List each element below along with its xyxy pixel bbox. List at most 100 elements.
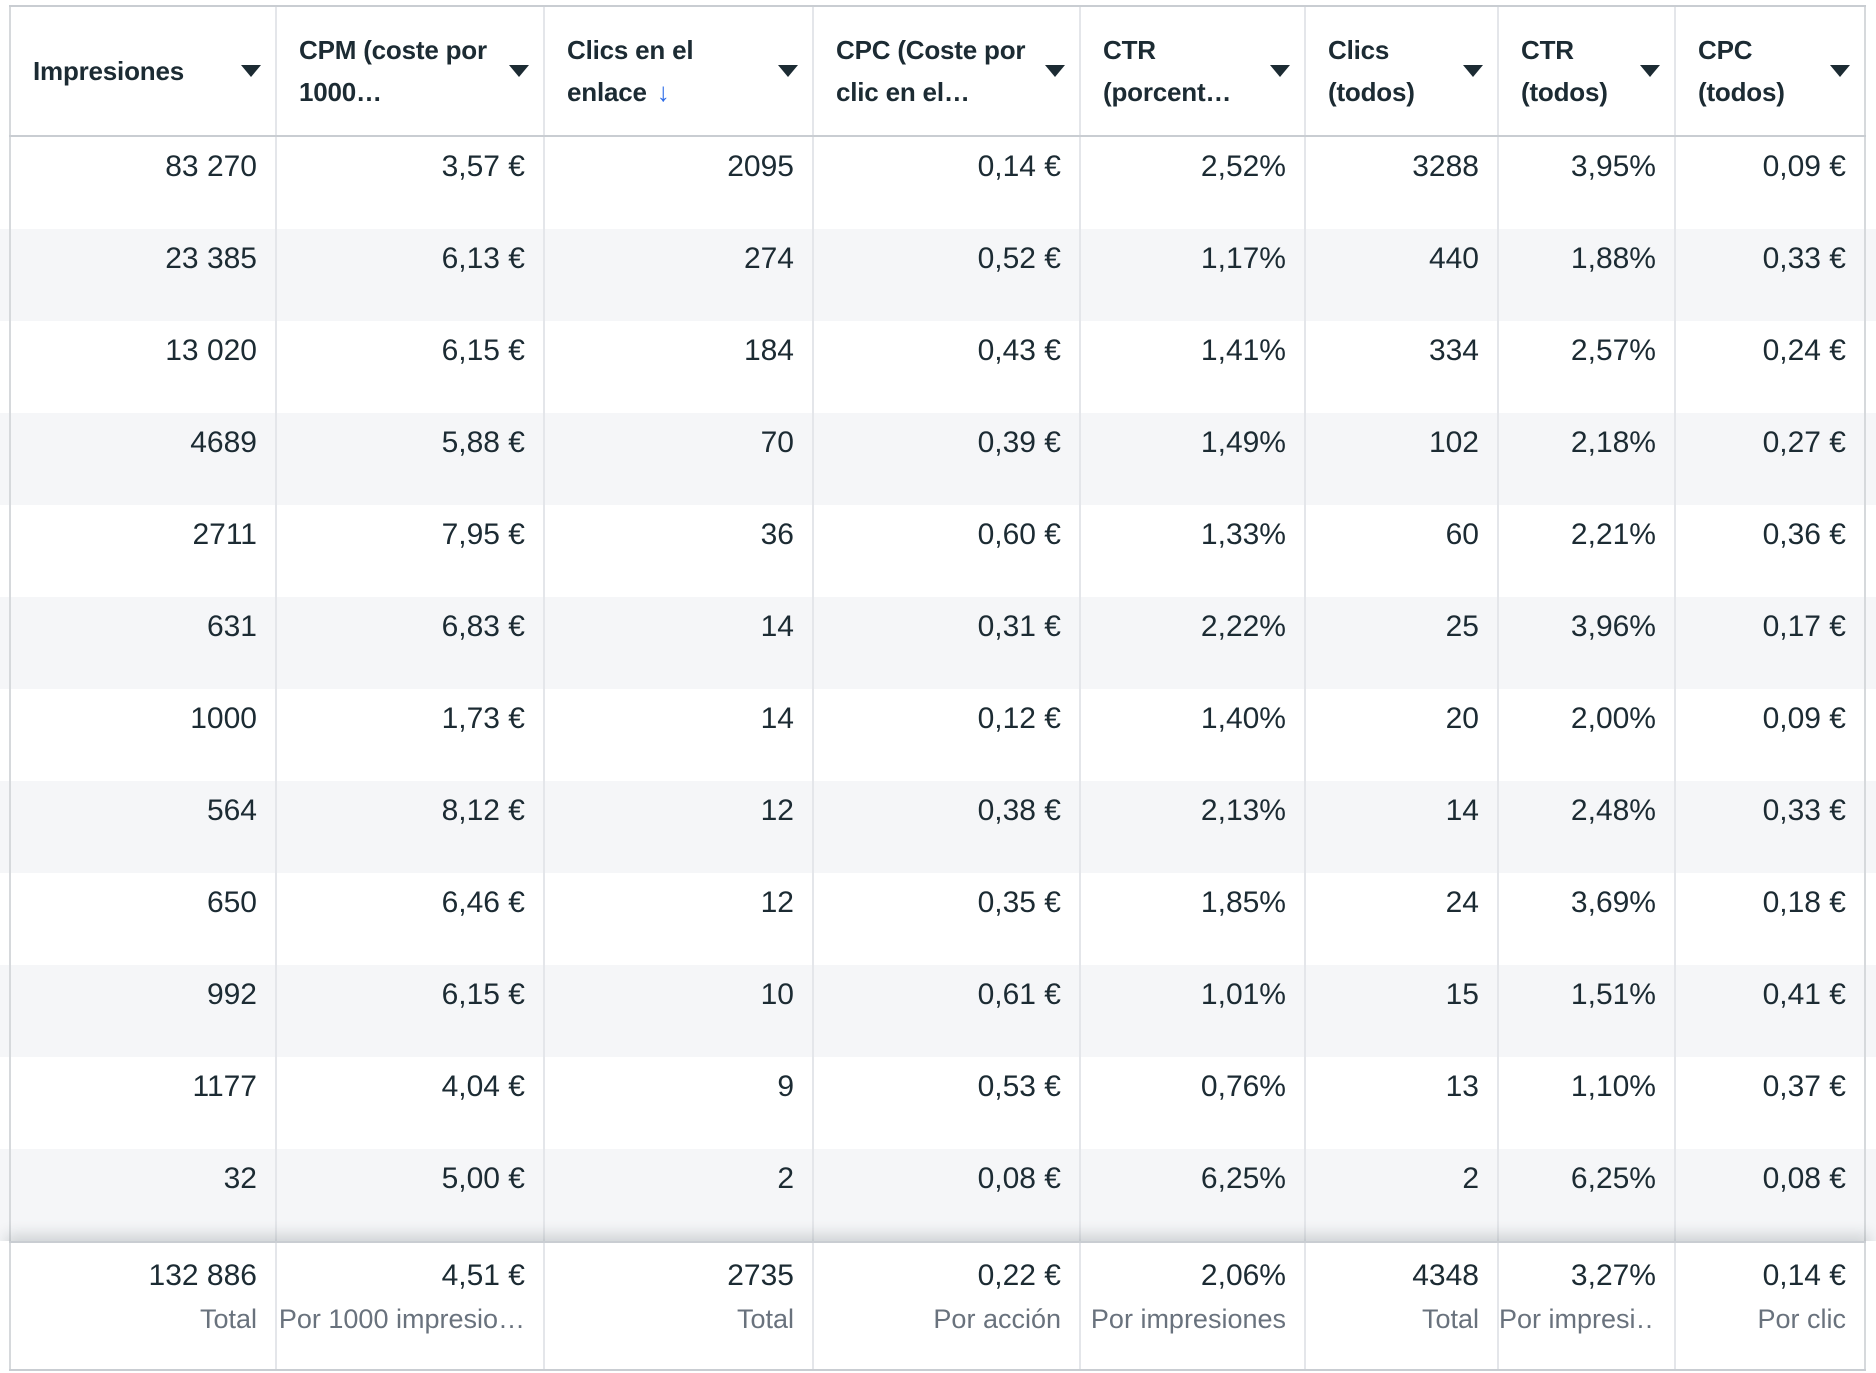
total-value: 0,14 €: [1762, 1259, 1846, 1292]
table-cell-impresiones: 23 385: [9, 229, 277, 321]
row-left-gutter: [0, 321, 9, 413]
table-cell-clics-todos: 440: [1306, 229, 1499, 321]
table-cell-clics-en-el-enlace: 10: [545, 965, 814, 1057]
table-cell-ctr-todos: 6,25%: [1499, 1149, 1676, 1241]
table-cell-cpc: 0,60 €: [814, 505, 1081, 597]
header-left-gutter: [0, 5, 9, 137]
total-value: 2,06%: [1200, 1259, 1286, 1292]
table-row: 23 385 6,13 €274 0,52 €1,17% 440 1,88% 0,33 €: [0, 229, 1876, 321]
row-right-gutter: [1866, 873, 1876, 965]
table-cell-cpc: 0,14 €: [814, 137, 1081, 229]
total-label: Por 1000 impresio…: [278, 1304, 525, 1334]
column-header-ctr[interactable]: CTR (porcent…: [1081, 7, 1306, 135]
chevron-down-icon[interactable]: [1045, 65, 1065, 77]
table-cell-clics-todos: 24: [1306, 873, 1499, 965]
table-cell-ctr-todos: 3,95%: [1499, 137, 1676, 229]
total-value: 132 886: [148, 1259, 257, 1292]
table-cell-ctr: 1,49%: [1081, 413, 1306, 505]
table-cell-cpm: 6,83 €: [277, 597, 545, 689]
table-cell-ctr-todos: 3,69%: [1499, 873, 1676, 965]
column-header-label: CTR (todos): [1521, 35, 1608, 107]
table-cell-cpc-todos: 0,09 €: [1676, 689, 1866, 781]
table-cell-cpc-todos: 0,37 €: [1676, 1057, 1866, 1149]
column-header-label: CTR (porcent…: [1103, 35, 1232, 107]
total-label: Total: [199, 1304, 257, 1334]
chevron-down-icon[interactable]: [509, 65, 529, 77]
chevron-down-icon[interactable]: [241, 65, 261, 77]
table-cell-cpm: 4,04 €: [277, 1057, 545, 1149]
table-cell-ctr-todos: 2,57%: [1499, 321, 1676, 413]
column-header-ctr-todos[interactable]: CTR (todos): [1499, 7, 1676, 135]
table-cell-cpm: 3,57 €: [277, 137, 545, 229]
column-header-label: CPM (coste por 1000…: [299, 35, 487, 107]
table-cell-ctr-todos: 1,88%: [1499, 229, 1676, 321]
table-cell-impresiones: 2711: [9, 505, 277, 597]
column-header-cpm[interactable]: CPM (coste por 1000…: [277, 7, 545, 135]
column-header-label: CPC (todos): [1698, 35, 1785, 107]
row-left-gutter: [0, 229, 9, 321]
table-cell-impresiones: 564: [9, 781, 277, 873]
row-left-gutter: [0, 689, 9, 781]
table-row: 564 8,12 €12 0,38 €2,13% 14 2,48% 0,33 €: [0, 781, 1876, 873]
chevron-down-icon[interactable]: [1640, 65, 1660, 77]
row-left-gutter: [0, 505, 9, 597]
total-cell-clics-en-el-enlace: 2735 Total: [545, 1243, 814, 1369]
table-body: 83 270 3,57 €2095 0,14 €2,52% 3288 3,95% 0,09…: [0, 137, 1876, 1241]
total-label: Por impresi…: [1499, 1304, 1656, 1334]
row-right-gutter: [1866, 597, 1876, 689]
chevron-down-icon[interactable]: [1270, 65, 1290, 77]
column-header-cpc[interactable]: CPC (Coste por clic en el…: [814, 7, 1081, 135]
column-header-clics-todos[interactable]: Clics (todos): [1306, 7, 1499, 135]
row-right-gutter: [1866, 1057, 1876, 1149]
total-cell-impresiones: 132 886 Total: [9, 1243, 277, 1369]
chevron-down-icon[interactable]: [1830, 65, 1850, 77]
total-value: 0,22 €: [977, 1259, 1061, 1292]
table-cell-clics-todos: 25: [1306, 597, 1499, 689]
table-cell-clics-todos: 334: [1306, 321, 1499, 413]
column-header-label: Clics en el enlace ↓: [567, 35, 694, 107]
total-value: 4,51 €: [441, 1259, 525, 1292]
table-cell-impresiones: 1177: [9, 1057, 277, 1149]
table-row: 2711 7,95 €36 0,60 €1,33% 60 2,21% 0,36 €: [0, 505, 1876, 597]
table-cell-cpc-todos: 0,09 €: [1676, 137, 1866, 229]
table-row: 631 6,83 €14 0,31 €2,22% 25 3,96% 0,17 €: [0, 597, 1876, 689]
row-left-gutter: [0, 137, 9, 229]
row-left-gutter: [0, 597, 9, 689]
table-header-row: Impresiones CPM (coste por 1000… Clics e…: [0, 5, 1876, 137]
total-cell-cpc-todos: 0,14 € Por clic: [1676, 1243, 1866, 1369]
table-cell-impresiones: 32: [9, 1149, 277, 1241]
table-row: 13 020 6,15 €184 0,43 €1,41% 334 2,57% 0,24 €: [0, 321, 1876, 413]
table-cell-clics-en-el-enlace: 14: [545, 597, 814, 689]
table-cell-ctr: 6,25%: [1081, 1149, 1306, 1241]
row-left-gutter: [0, 781, 9, 873]
table-row: 32 5,00 €2 0,08 €6,25% 2 6,25% 0,08 €: [0, 1149, 1876, 1241]
table-cell-cpc: 0,39 €: [814, 413, 1081, 505]
row-right-gutter: [1866, 413, 1876, 505]
table-row: 992 6,15 €10 0,61 €1,01% 15 1,51% 0,41 €: [0, 965, 1876, 1057]
table-cell-ctr: 1,41%: [1081, 321, 1306, 413]
total-label: Por impresiones: [1090, 1304, 1286, 1334]
table-cell-clics-en-el-enlace: 12: [545, 873, 814, 965]
table-cell-impresiones: 1000: [9, 689, 277, 781]
table-cell-ctr-todos: 2,18%: [1499, 413, 1676, 505]
table-cell-clics-en-el-enlace: 274: [545, 229, 814, 321]
column-header-cpc-todos[interactable]: CPC (todos): [1676, 7, 1866, 135]
chevron-down-icon[interactable]: [1463, 65, 1483, 77]
table-cell-clics-en-el-enlace: 36: [545, 505, 814, 597]
total-value: 3,27%: [1570, 1259, 1656, 1292]
total-value: 2735: [727, 1259, 794, 1292]
column-header-clics-en-el-enlace[interactable]: Clics en el enlace ↓: [545, 7, 814, 135]
column-header-impresiones[interactable]: Impresiones: [9, 7, 277, 135]
table-cell-ctr-todos: 1,51%: [1499, 965, 1676, 1057]
table-cell-ctr: 2,13%: [1081, 781, 1306, 873]
table-cell-clics-en-el-enlace: 9: [545, 1057, 814, 1149]
chevron-down-icon[interactable]: [778, 65, 798, 77]
table-cell-clics-todos: 2: [1306, 1149, 1499, 1241]
table-cell-ctr: 0,76%: [1081, 1057, 1306, 1149]
table-cell-clics-en-el-enlace: 184: [545, 321, 814, 413]
total-cell-cpm: 4,51 € Por 1000 impresio…: [277, 1243, 545, 1369]
table-cell-ctr-todos: 2,21%: [1499, 505, 1676, 597]
row-right-gutter: [1866, 965, 1876, 1057]
column-header-label: Clics (todos): [1328, 35, 1415, 107]
table-cell-ctr: 1,01%: [1081, 965, 1306, 1057]
